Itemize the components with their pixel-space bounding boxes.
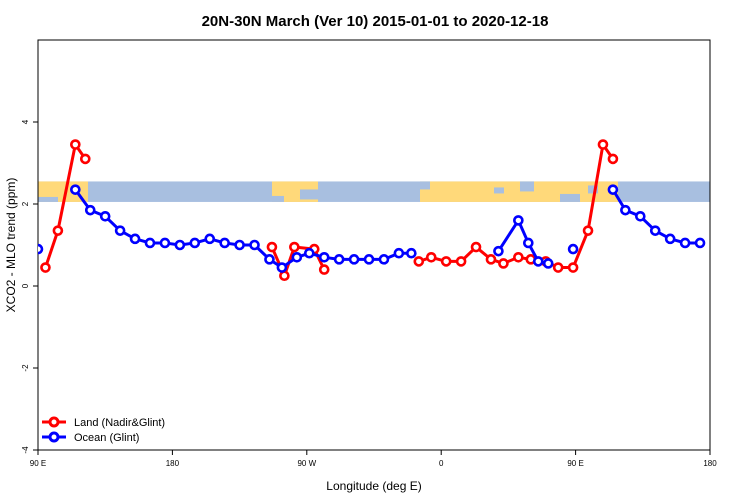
series-ocean-point xyxy=(144,237,156,249)
x-axis: 90 E 180 90 W 0 90 E 180 xyxy=(30,450,717,468)
series-land-point xyxy=(455,256,467,267)
series-ocean-point xyxy=(303,247,315,259)
series-ocean-point xyxy=(493,245,504,257)
series-land xyxy=(40,139,619,282)
series-ocean xyxy=(38,184,706,273)
series-ocean-point xyxy=(333,254,345,265)
series-ocean-point xyxy=(567,243,579,255)
x-tick-label: 180 xyxy=(166,459,180,468)
y-tick-label: 2 xyxy=(21,201,30,206)
series-ocean-point xyxy=(159,237,171,249)
series-ocean-point xyxy=(393,247,405,259)
series-land-point xyxy=(567,262,579,273)
series-land-point xyxy=(279,270,290,282)
series-ocean-point xyxy=(174,239,186,251)
series-land-point xyxy=(70,139,81,150)
series-ocean-point xyxy=(70,184,81,195)
map-coast xyxy=(560,193,580,202)
series-ocean-point xyxy=(249,239,260,251)
series-ocean-point xyxy=(607,184,619,195)
map-coast xyxy=(272,195,284,202)
map-coast xyxy=(520,181,534,192)
map-coast xyxy=(38,196,58,202)
series-land-point xyxy=(40,262,51,273)
series-ocean-point xyxy=(679,237,691,249)
map-coast xyxy=(300,189,318,200)
y-axis: -4 -2 0 2 4 xyxy=(21,119,38,454)
x-axis-label: Longitude (deg E) xyxy=(326,479,421,493)
series-ocean-point xyxy=(348,254,360,265)
series-ocean-point xyxy=(649,225,661,236)
series-ocean-point xyxy=(318,251,330,263)
legend-ocean-marker xyxy=(48,431,60,443)
series-land-point xyxy=(513,251,524,263)
series-layer xyxy=(38,139,706,282)
x-tick-label: 90 E xyxy=(567,459,583,468)
y-tick-label: -4 xyxy=(21,446,30,454)
legend-entry-ocean: Ocean (Glint) xyxy=(42,431,139,444)
series-ocean-point xyxy=(114,225,126,236)
series-land-point xyxy=(470,241,482,253)
series-land-point xyxy=(440,256,452,267)
series-ocean-point xyxy=(276,262,288,273)
series-land-point xyxy=(266,241,278,253)
series-land-point xyxy=(597,139,609,150)
series-ocean-point xyxy=(532,256,544,267)
series-ocean-point xyxy=(291,251,303,263)
map-coast xyxy=(420,181,430,190)
series-land-point xyxy=(52,225,64,236)
series-ocean-point xyxy=(219,237,230,249)
map-coast xyxy=(494,187,504,194)
y-axis-label: XCO2 - MLO trend (ppm) xyxy=(4,178,18,313)
y-tick-label: 4 xyxy=(21,119,30,124)
legend-land-label: Land (Nadir&Glint) xyxy=(74,417,165,429)
legend-land-marker xyxy=(48,416,60,428)
x-tick-label: 0 xyxy=(439,459,444,468)
series-land-point xyxy=(318,264,330,275)
series-land-point xyxy=(552,262,564,273)
series-land-point xyxy=(289,241,300,253)
series-land-point xyxy=(425,251,437,263)
series-ocean-point xyxy=(189,237,201,249)
series-ocean-point xyxy=(523,237,534,249)
y-tick-label: -2 xyxy=(21,364,30,372)
series-land-point xyxy=(485,254,497,265)
x-tick-label: 180 xyxy=(703,459,717,468)
series-land-point xyxy=(582,225,594,236)
series-ocean-point xyxy=(694,237,706,249)
series-ocean-point xyxy=(406,247,417,259)
series-ocean-point xyxy=(264,254,275,265)
series-ocean-point xyxy=(204,233,216,245)
legend-ocean-label: Ocean (Glint) xyxy=(74,432,139,444)
series-ocean-point xyxy=(234,239,245,251)
plot-frame xyxy=(37,39,711,451)
world-map-band xyxy=(38,181,710,202)
map-coast xyxy=(588,185,598,194)
series-land-point xyxy=(498,258,509,269)
y-tick-label: 0 xyxy=(21,283,30,288)
series-ocean-point xyxy=(664,233,676,245)
series-land-line xyxy=(44,143,87,269)
series-ocean-point xyxy=(513,215,524,226)
series-land-point xyxy=(79,153,91,165)
series-land-line xyxy=(418,143,615,270)
series-ocean-point xyxy=(378,254,390,265)
series-ocean-point xyxy=(542,258,554,269)
series-ocean-point xyxy=(129,233,141,245)
x-tick-label: 90 E xyxy=(30,459,46,468)
series-ocean-point xyxy=(635,211,646,222)
series-ocean-point xyxy=(620,204,631,216)
series-land-point xyxy=(413,256,425,267)
series-ocean-point xyxy=(99,211,111,222)
legend: Land (Nadir&Glint) Ocean (Glint) xyxy=(42,416,165,444)
x-tick-label: 90 W xyxy=(297,459,316,468)
chart-title: 20N-30N March (Ver 10) 2015-01-01 to 202… xyxy=(202,13,549,30)
series-ocean-point xyxy=(363,254,375,265)
series-ocean-point xyxy=(84,204,96,216)
series-ocean-point xyxy=(38,243,44,255)
series-land-point xyxy=(607,153,619,165)
legend-entry-land: Land (Nadir&Glint) xyxy=(42,416,165,429)
